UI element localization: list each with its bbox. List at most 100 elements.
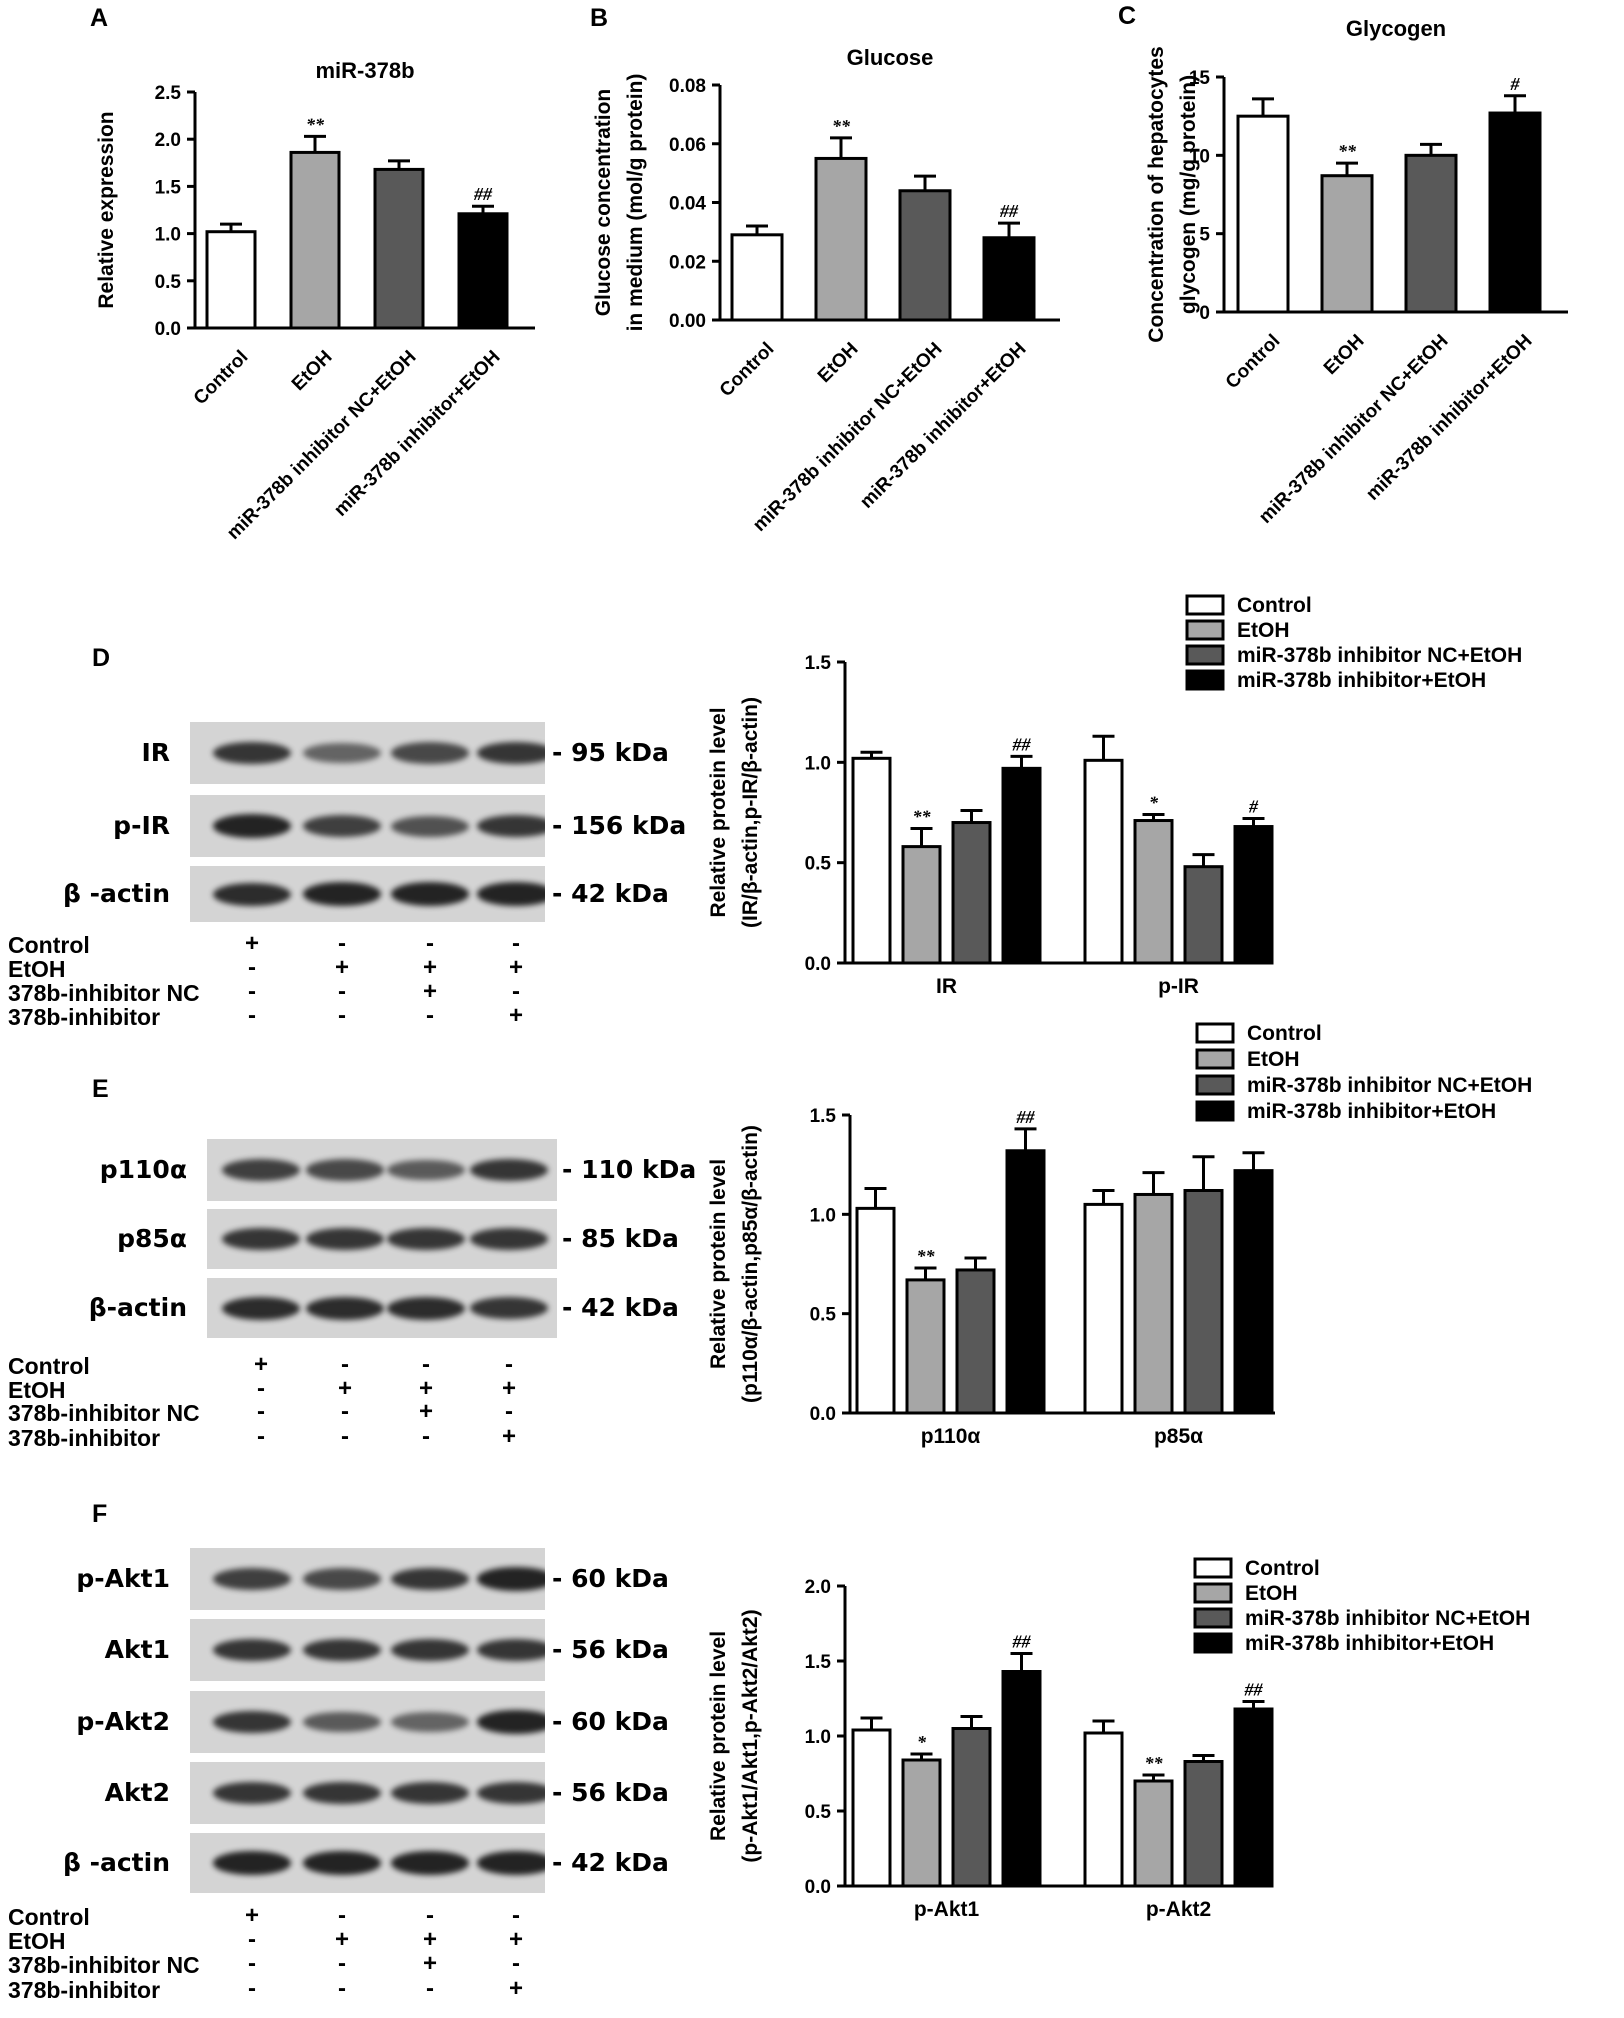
bar-f: [851, 1728, 892, 1888]
blot-kda-label-d: - 95 kDa: [552, 738, 669, 767]
blot-row-label-d: p-IR: [113, 811, 170, 840]
bar-d: [1183, 865, 1224, 965]
blot-band: [222, 1296, 300, 1320]
blot-band: [222, 1227, 300, 1251]
significance-label-d: #: [1248, 797, 1259, 817]
legend-entry-d: Control: [1237, 594, 1312, 617]
legend-swatch-e: [1195, 1048, 1235, 1070]
bar-d: [1233, 825, 1274, 965]
blot-condition-sign-f: -: [338, 1902, 346, 1929]
legend-swatch-d: [1185, 619, 1225, 641]
legend-swatch-d: [1185, 644, 1225, 666]
blot-band: [303, 882, 381, 906]
blot-strip-d: [190, 795, 545, 857]
blot-band: [470, 1227, 548, 1251]
blot-band: [303, 815, 381, 837]
y-tick-label-d: 0.5: [805, 854, 832, 875]
x-category-label-f: p-Akt2: [1146, 1898, 1211, 1921]
blot-band: [306, 1296, 384, 1320]
blot-row-label-f: p-Akt2: [76, 1707, 170, 1736]
blot-band: [303, 1638, 381, 1662]
legend-entry-d: EtOH: [1237, 619, 1290, 642]
blot-band: [387, 1227, 465, 1251]
blot-condition-sign-f: +: [422, 1950, 437, 1977]
y-tick-label-c: 5: [1199, 225, 1210, 246]
blot-condition-sign-e: +: [337, 1375, 352, 1402]
panel-letter-c: C: [1118, 2, 1137, 30]
legend-entry-e: miR-378b inhibitor NC+EtOH: [1247, 1074, 1532, 1097]
blot-condition-label-f: EtOH: [8, 1928, 66, 1954]
significance-label-e: **: [917, 1246, 936, 1266]
x-tick-label-b: miR-378b inhibitor+EtOH: [856, 339, 1030, 513]
bar-b: [814, 156, 868, 322]
x-tick-label-c: Control: [1222, 331, 1285, 394]
blot-condition-sign-d: -: [338, 978, 346, 1005]
blot-strip-d: [190, 722, 545, 784]
blot-band: [391, 1851, 469, 1875]
significance-label-f: ##: [1244, 1680, 1264, 1700]
blot-condition-sign-e: -: [505, 1351, 513, 1378]
y-tick-label-e: 0.5: [810, 1305, 837, 1326]
blot-kda-label-f: - 56 kDa: [552, 1635, 669, 1664]
bar-f: [1233, 1707, 1274, 1888]
bar-c: [1320, 174, 1374, 314]
legend-entry-e: miR-378b inhibitor+EtOH: [1247, 1100, 1496, 1123]
blot-band: [391, 1781, 469, 1805]
blot-condition-sign-d: -: [338, 1002, 346, 1029]
blot-condition-sign-d: +: [422, 954, 437, 981]
significance-label-b: **: [832, 116, 851, 136]
y-tick-label-a: 2.0: [155, 130, 181, 151]
y-axis-label-d: (IR/β-actin,p-IR/β-actin): [739, 697, 762, 928]
blot-condition-sign-f: +: [334, 1926, 349, 1953]
blot-band: [213, 814, 291, 838]
y-tick-label-f: 1.0: [805, 1727, 831, 1748]
blot-condition-sign-f: -: [426, 1975, 434, 2002]
blot-condition-sign-e: -: [422, 1351, 430, 1378]
blot-band: [391, 1638, 469, 1662]
blot-band: [303, 1781, 381, 1805]
blot-condition-sign-d: -: [338, 930, 346, 957]
significance-label-e: ##: [1016, 1107, 1036, 1127]
blot-condition-sign-f: -: [248, 1950, 256, 1977]
y-axis-label-e: (p110α/β-actin,p85α/β-actin): [739, 1125, 762, 1403]
chart-a: 0.0 0.5 1.0 1.5 2.0 2.5 miR-378b Relative expre…: [95, 58, 535, 544]
blot-band: [306, 1159, 384, 1181]
legend-entry-f: miR-378b inhibitor NC+EtOH: [1245, 1607, 1530, 1630]
y-tick-label-b: 0.00: [669, 311, 706, 332]
x-tick-label-c: miR-378b inhibitor+EtOH: [1362, 331, 1536, 505]
bar-a: [289, 150, 341, 330]
blot-band: [477, 814, 545, 838]
x-category-label-f: p-Akt1: [914, 1898, 980, 1921]
bar-b: [982, 236, 1036, 322]
legend-swatch-e: [1195, 1100, 1235, 1122]
legend-swatch-d: [1185, 669, 1225, 691]
blot-row-label-f: Akt2: [104, 1778, 170, 1807]
blot-band: [477, 1638, 545, 1662]
significance-label-d: *: [1149, 793, 1159, 813]
y-axis-label-b: in medium (mol/g protein): [624, 74, 647, 332]
y-tick-label-a: 0.0: [155, 319, 181, 340]
bar-d: [1133, 819, 1174, 965]
blot-condition-label-e: 378b-inhibitor: [8, 1425, 161, 1451]
bar-e: [1233, 1169, 1274, 1415]
y-tick-label-a: 2.5: [155, 83, 182, 104]
blot-condition-sign-e: +: [418, 1375, 433, 1402]
blot-band: [303, 1711, 381, 1733]
y-tick-label-f: 2.0: [805, 1577, 831, 1598]
bar-f: [1083, 1731, 1124, 1888]
blot-band: [303, 743, 381, 763]
blot-row-label-f: β -actin: [63, 1848, 170, 1877]
blot-kda-label-e: - 42 kDa: [562, 1293, 679, 1322]
y-tick-label-b: 0.02: [669, 252, 706, 273]
bar-f: [1001, 1670, 1042, 1888]
blot-strip-e: [207, 1209, 557, 1269]
bar-c: [1488, 111, 1542, 314]
chart-title-a: miR-378b: [315, 58, 414, 83]
blot-condition-label-e: Control: [8, 1353, 90, 1379]
bar-e: [1083, 1202, 1124, 1415]
x-category-label-e: p110α: [921, 1425, 981, 1448]
blot-condition-label-f: 378b-inhibitor NC: [8, 1952, 200, 1978]
